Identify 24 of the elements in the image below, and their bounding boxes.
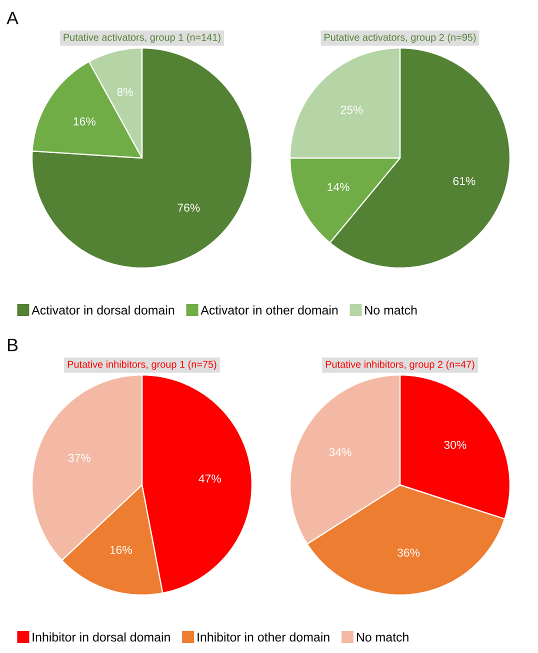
text: B <box>8 338 18 352</box>
chart-title: Putative inhibitors, group 2 (n=47) <box>326 360 474 370</box>
legend-label: Activator in other domain <box>200 305 338 315</box>
data-label: 61% <box>453 177 476 186</box>
data-label: 36% <box>398 548 420 557</box>
data-label: 8% <box>117 88 133 96</box>
chart-title: Putative activators, group 1 (n=141) <box>64 34 220 43</box>
legend-label: No match <box>356 632 408 642</box>
data-label: 25% <box>340 106 363 114</box>
data-label: 76% <box>178 204 200 212</box>
data-label: 47% <box>198 474 221 483</box>
legend-label: Inhibitor in dorsal domain <box>32 632 170 642</box>
chart-title: Putative inhibitors, group 1 (n=75) <box>68 360 216 370</box>
text: A <box>6 12 18 24</box>
chart-title: Putative activators, group 2 (n=95) <box>324 34 476 43</box>
legend-label: Inhibitor in other domain <box>198 632 330 642</box>
legend-label: No match <box>365 305 417 315</box>
data-label: 34% <box>329 448 352 456</box>
data-label: 16% <box>110 546 132 554</box>
legend-label: Activator in dorsal domain <box>32 305 174 315</box>
data-label: 16% <box>74 117 96 126</box>
data-label: 30% <box>444 440 466 449</box>
data-label: 37% <box>68 454 90 462</box>
data-label: 14% <box>328 183 350 192</box>
